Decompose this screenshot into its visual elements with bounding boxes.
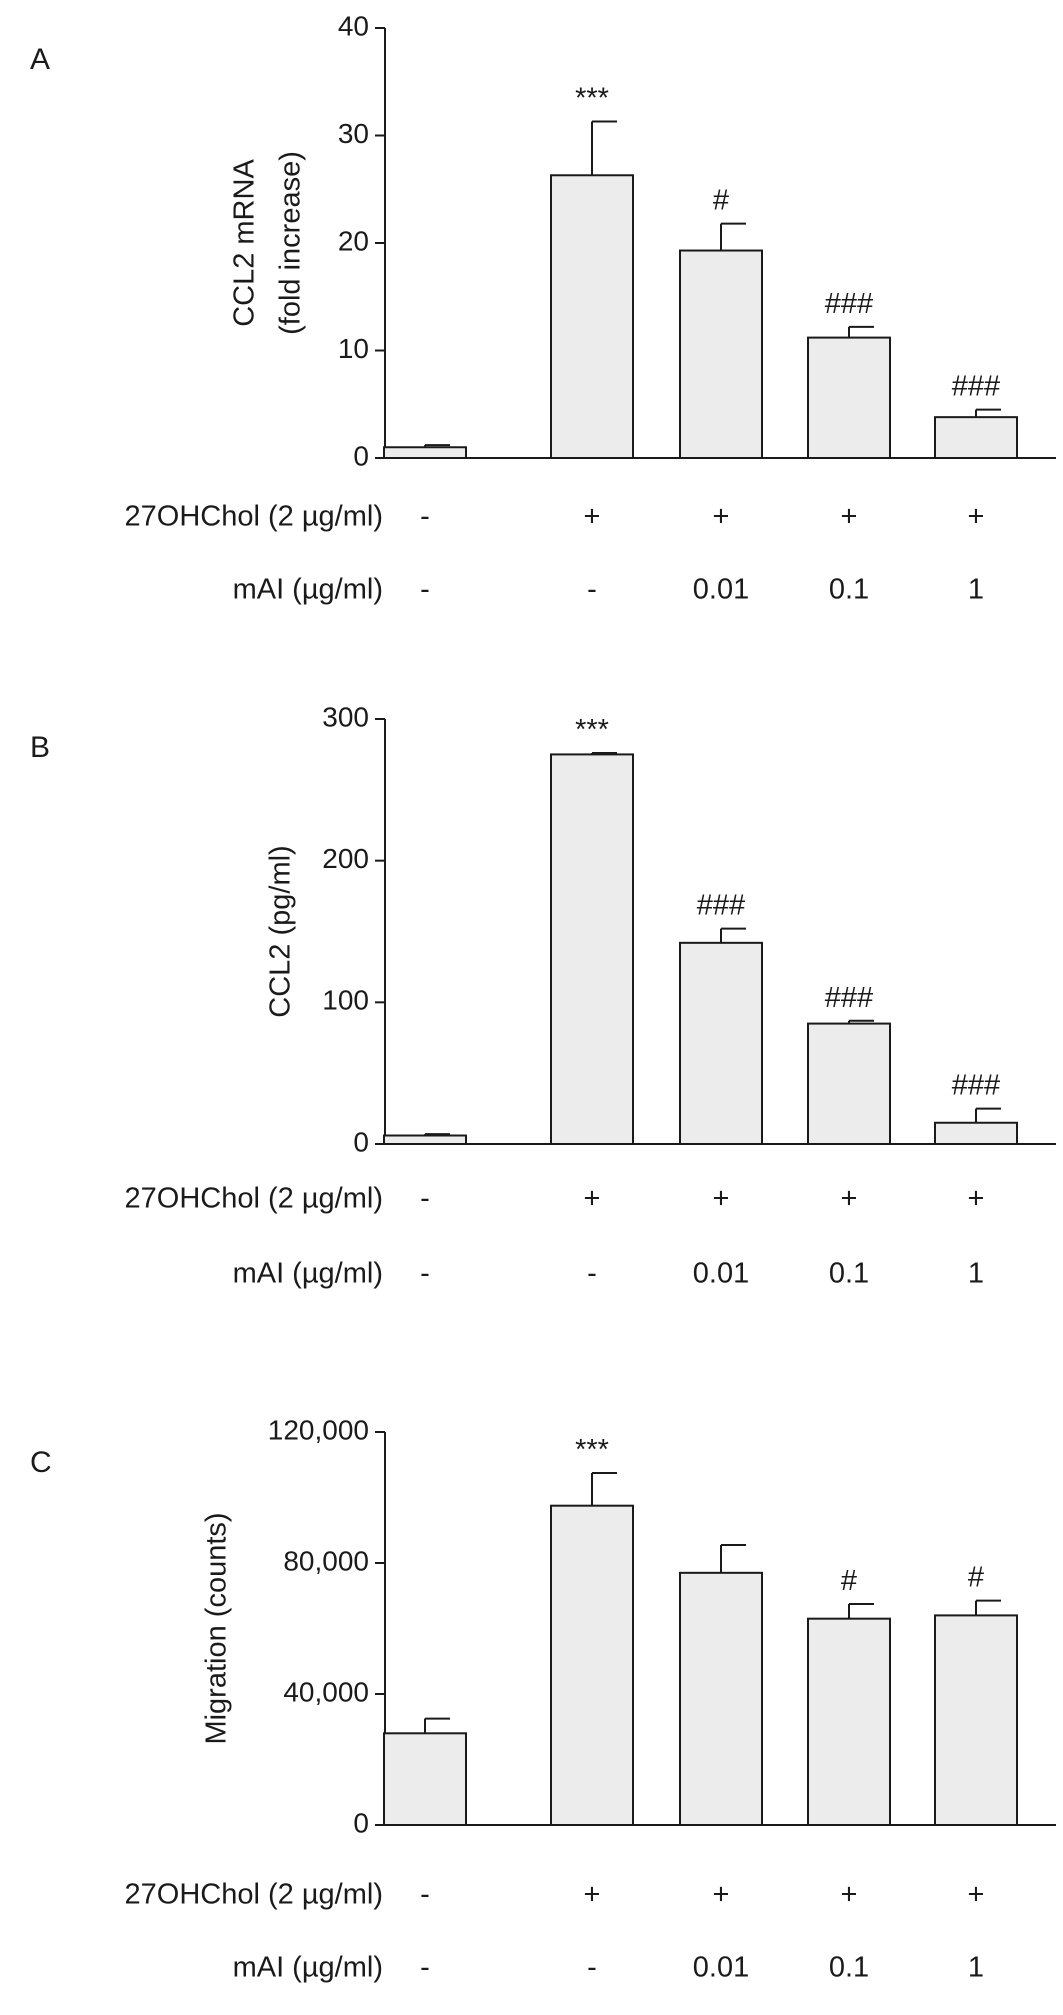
y-tick-label: 40,000 [283, 1676, 369, 1707]
significance-label: ### [697, 890, 745, 922]
row-value: 0.01 [693, 1258, 749, 1290]
row-value: - [420, 1879, 430, 1911]
bar [934, 416, 1018, 459]
y-tick-label: 20 [338, 225, 369, 256]
y-axis-label: CCL2 (pg/ml) [265, 845, 297, 1017]
bar [807, 1617, 891, 1827]
row-value: - [587, 1258, 597, 1290]
row-value: + [713, 501, 730, 533]
row-label: mAI (µg/ml) [233, 1258, 383, 1290]
y-tick-label: 10 [338, 333, 369, 364]
bar [383, 446, 467, 459]
row-label: 27OHChol (2 µg/ml) [125, 501, 383, 533]
row-value: 1 [968, 574, 984, 606]
significance-label: ### [952, 371, 1000, 403]
row-value: 1 [968, 1258, 984, 1290]
row-value: - [420, 574, 430, 606]
chart-panel-c: C Migration (counts) 0 40,000 80,000 120,000 *… [30, 1414, 1056, 1984]
bar [550, 753, 634, 1146]
significance-label: ### [825, 982, 873, 1014]
row-value: + [584, 1183, 601, 1215]
significance-label: *** [575, 1434, 609, 1466]
row-label: mAI (µg/ml) [233, 1952, 383, 1984]
panel-label: B [30, 731, 50, 764]
bar [383, 1732, 467, 1827]
y-axis-label: (fold increase) [275, 151, 307, 335]
row-value: + [841, 501, 858, 533]
y-tick-label: 0 [353, 440, 369, 471]
y-axis-label: CCL2 mRNA [229, 159, 261, 327]
row-value: + [968, 501, 985, 533]
y-tick-label: 300 [322, 701, 369, 732]
row-value: + [584, 1879, 601, 1911]
y-tick-label: 200 [322, 843, 369, 874]
bar [679, 249, 763, 459]
row-value: 0.1 [829, 574, 869, 606]
bar [550, 174, 634, 459]
row-value: + [968, 1879, 985, 1911]
row-label: mAI (µg/ml) [233, 574, 383, 606]
row-value: + [713, 1879, 730, 1911]
significance-label: # [968, 1562, 984, 1594]
bar [934, 1121, 1018, 1145]
row-value: - [420, 1258, 430, 1290]
bar [807, 1022, 891, 1145]
panel-label: C [30, 1446, 52, 1479]
y-tick-label: 0 [353, 1126, 369, 1157]
row-value: + [968, 1183, 985, 1215]
bar [679, 941, 763, 1145]
y-tick-label: 120,000 [268, 1414, 369, 1445]
panel-label: A [30, 43, 50, 76]
y-axis-label: Migration (counts) [201, 1512, 233, 1744]
row-value: + [584, 501, 601, 533]
row-value: 0.01 [693, 1952, 749, 1984]
row-value: 0.1 [829, 1258, 869, 1290]
y-tick-label: 80,000 [283, 1545, 369, 1576]
y-tick-label: 0 [353, 1807, 369, 1838]
row-value: + [713, 1183, 730, 1215]
row-value: 0.1 [829, 1952, 869, 1984]
row-value: 1 [968, 1952, 984, 1984]
row-value: - [420, 1952, 430, 1984]
y-tick-label: 100 [322, 985, 369, 1016]
bar [679, 1571, 763, 1826]
bar [934, 1614, 1018, 1827]
chart-panel-b: B CCL2 (pg/ml) 0 100 200 300 *** ### ### ### 27OHC… [30, 701, 1056, 1290]
row-value: - [420, 501, 430, 533]
row-value: - [587, 574, 597, 606]
significance-label: *** [575, 83, 609, 115]
significance-label: # [713, 185, 729, 217]
row-value: + [841, 1879, 858, 1911]
significance-label: ### [825, 288, 873, 320]
significance-label: # [841, 1565, 857, 1597]
significance-label: ### [952, 1070, 1000, 1102]
row-value: - [420, 1183, 430, 1215]
bar [550, 1504, 634, 1826]
row-label: 27OHChol (2 µg/ml) [125, 1879, 383, 1911]
row-label: 27OHChol (2 µg/ml) [125, 1183, 383, 1215]
row-value: 0.01 [693, 574, 749, 606]
bar [807, 336, 891, 460]
significance-label: *** [575, 714, 609, 746]
y-tick-label: 40 [338, 10, 369, 41]
row-value: - [587, 1952, 597, 1984]
row-value: + [841, 1183, 858, 1215]
y-tick-label: 30 [338, 118, 369, 149]
bar [383, 1134, 467, 1145]
